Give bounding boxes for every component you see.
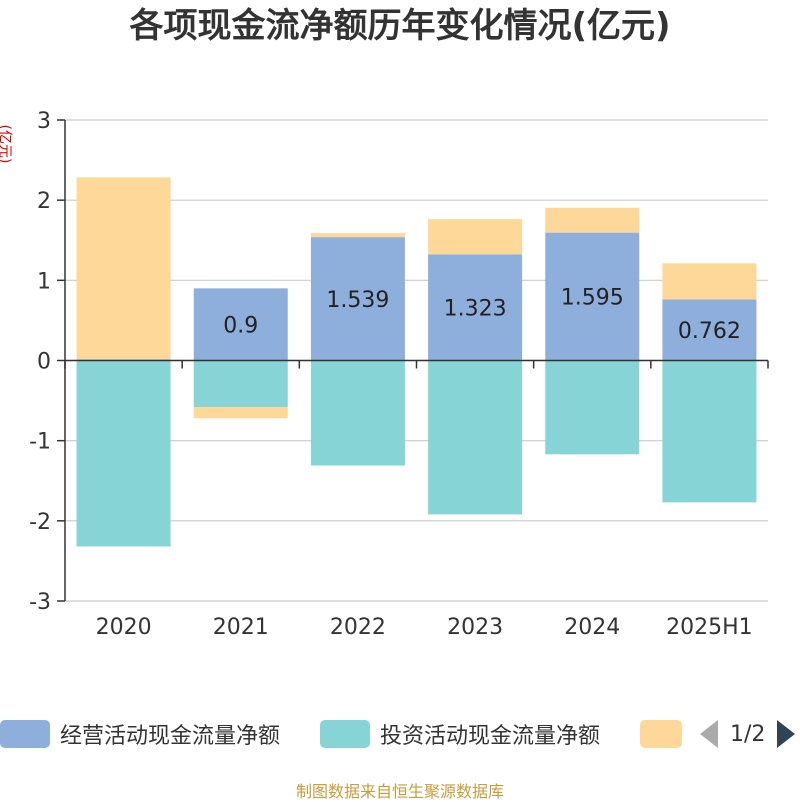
data-label: 1.595 — [561, 286, 624, 311]
bar-series0-2023 — [428, 254, 523, 361]
bar-series1-2023 — [428, 360, 523, 515]
bar-series1-2025H1 — [662, 360, 757, 503]
bar-series1-2024 — [545, 360, 640, 455]
legend-swatch-third — [640, 720, 682, 748]
data-source-note: 制图数据来自恒生聚源数据库 — [295, 782, 504, 801]
bar-series1-2022 — [310, 360, 405, 466]
legend-pager: 1/2 — [700, 716, 796, 752]
x-tick-label: 2021 — [213, 615, 269, 640]
bar-series1-2020 — [76, 360, 171, 547]
y-tick-label: -3 — [29, 590, 51, 615]
y-tick-label: 1 — [37, 269, 51, 294]
legend-item-operating[interactable]: 经营活动现金流量净额 — [0, 716, 280, 752]
legend-swatch-investing — [320, 720, 370, 748]
x-tick-label: 2022 — [330, 615, 386, 640]
bar-series0-2021 — [193, 288, 288, 361]
x-tick-label: 2023 — [447, 615, 503, 640]
legend: 经营活动现金流量净额 投资活动现金流量净额 — [0, 716, 800, 752]
x-tick-label: 2025H1 — [666, 615, 753, 640]
data-label: 1.539 — [326, 288, 389, 313]
data-label: 0.762 — [678, 319, 741, 344]
x-tick-label: 2020 — [96, 615, 152, 640]
x-tick-label: 2024 — [564, 615, 620, 640]
legend-item-third[interactable] — [640, 716, 682, 752]
bar-series2-2023 — [428, 219, 523, 255]
bar-series2-2021 — [193, 406, 288, 419]
data-label: 1.323 — [444, 296, 507, 321]
chart-title: 各项现金流净额历年变化情况(亿元) — [129, 6, 671, 46]
bar-series0-2022 — [310, 237, 405, 361]
y-tick-label: 2 — [37, 189, 51, 214]
bars — [76, 177, 757, 547]
legend-page-indicator: 1/2 — [730, 721, 766, 747]
y-tick-label: 0 — [37, 350, 51, 375]
bar-series2-2022 — [310, 233, 405, 238]
bar-series2-2024 — [545, 207, 640, 233]
legend-label-operating: 经营活动现金流量净额 — [60, 724, 281, 749]
legend-item-investing[interactable]: 投资活动现金流量净额 — [320, 716, 600, 752]
legend-prev-arrow-icon[interactable] — [700, 720, 718, 748]
bar-chart: 3 2 1 0 -1 -2 -3 2020 2021 2022 2023 2024 2025H1 0.9… — [29, 109, 769, 640]
y-tick-label: -2 — [29, 510, 51, 535]
axes: 3 2 1 0 -1 -2 -3 2020 2021 2022 2023 2024 2025H1 — [29, 109, 769, 640]
legend-next-arrow-icon[interactable] — [777, 720, 796, 748]
data-label: 0.9 — [223, 313, 258, 338]
bar-series2-2020 — [76, 177, 171, 360]
legend-swatch-operating — [0, 720, 50, 748]
bar-series2-2025H1 — [662, 263, 757, 300]
bar-series1-2021 — [193, 360, 288, 407]
data-labels: 0.9 1.539 1.323 1.595 0.762 — [223, 286, 741, 344]
legend-label-investing: 投资活动现金流量净额 — [380, 724, 601, 749]
bar-series0-2025H1 — [662, 299, 757, 361]
y-tick-label: -1 — [29, 430, 51, 455]
bar-series0-2024 — [545, 232, 640, 361]
y-tick-label: 3 — [37, 109, 51, 134]
